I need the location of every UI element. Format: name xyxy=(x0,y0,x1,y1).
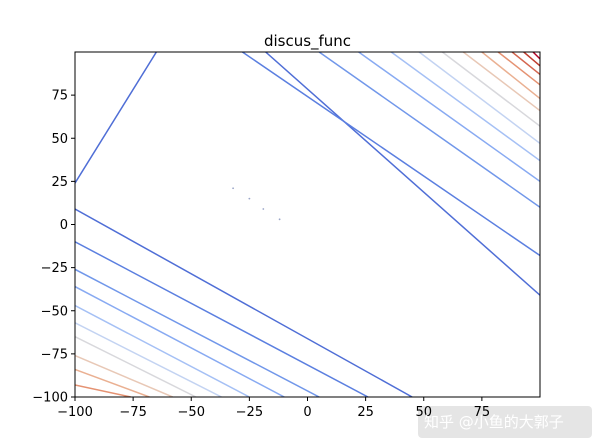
y-tick-label: −75 xyxy=(41,347,68,362)
x-tick-label: −75 xyxy=(119,405,146,420)
contour-lines xyxy=(75,52,540,397)
data-points xyxy=(232,187,281,221)
plot-frame xyxy=(74,51,541,398)
contour-line-2 xyxy=(75,208,413,397)
chart-title: discus_func xyxy=(264,32,351,51)
contour-line-8 xyxy=(75,285,285,397)
x-tick-label: −100 xyxy=(57,405,93,420)
contour-line-6 xyxy=(75,268,320,397)
contour-line-4 xyxy=(75,241,369,397)
x-tick-label: −25 xyxy=(236,405,263,420)
contour-line-20 xyxy=(75,384,131,397)
data-point-2 xyxy=(262,208,265,210)
contour-line-12 xyxy=(75,322,222,397)
contour-line-9 xyxy=(390,52,540,162)
y-tick-label: 0 xyxy=(60,218,68,233)
contour-line-18 xyxy=(75,368,150,397)
contour-line-13 xyxy=(441,52,540,127)
contour-line-23 xyxy=(532,52,540,60)
x-tick-label: 75 xyxy=(474,405,491,420)
data-point-1 xyxy=(248,197,251,200)
contour-line-22 xyxy=(523,52,540,67)
x-tick-label: 25 xyxy=(357,405,374,420)
x-axis: −100 −75 −50 −25 0 25 50 75 xyxy=(57,397,490,420)
contour-line-0 xyxy=(75,52,158,184)
contour-line-19 xyxy=(497,52,540,86)
contour-line-3 xyxy=(241,52,540,257)
y-tick-label: −25 xyxy=(41,261,68,276)
watermark-text: 知乎 @小鱼的大郭子 xyxy=(424,413,564,431)
y-axis: −100 −75 −50 −25 0 25 50 75 xyxy=(32,89,75,406)
contour-line-5 xyxy=(318,52,540,208)
x-tick-label: −50 xyxy=(178,405,205,420)
contour-line-10 xyxy=(75,304,250,397)
contour-line-7 xyxy=(358,52,540,182)
watermark-group: 知乎 @小鱼的大郭子 xyxy=(418,406,592,438)
y-tick-label: 50 xyxy=(51,132,68,147)
y-tick-label: 75 xyxy=(51,89,68,104)
contour-line-14 xyxy=(75,335,197,397)
x-tick-label: 50 xyxy=(415,405,432,420)
contour-line-17 xyxy=(481,52,540,100)
contour-line-15 xyxy=(462,52,540,112)
y-tick-label: −100 xyxy=(32,391,68,406)
contour-line-16 xyxy=(75,354,173,397)
y-tick-label: 25 xyxy=(51,175,68,190)
contour-line-1 xyxy=(265,52,540,296)
data-point-0 xyxy=(232,187,235,190)
x-tick-label: 0 xyxy=(303,405,311,420)
contour-line-21 xyxy=(511,52,540,76)
data-point-3 xyxy=(278,218,281,221)
contour-line-11 xyxy=(418,52,540,145)
watermark-backdrop xyxy=(418,406,592,438)
y-tick-label: −50 xyxy=(41,304,68,319)
